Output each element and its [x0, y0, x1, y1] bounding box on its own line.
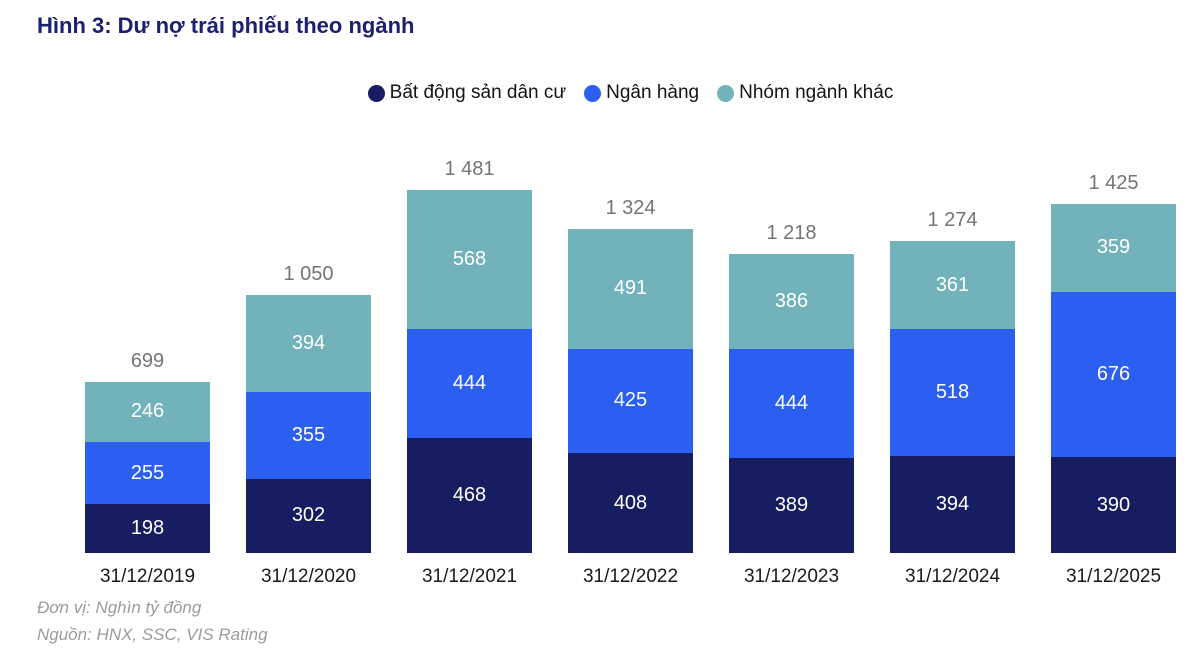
- bar-segment: 255: [85, 441, 210, 505]
- bar-group: 1 218 386 444 389 31/12/2023: [729, 150, 854, 588]
- bar-segment: 408: [568, 453, 693, 553]
- bar-segment: 468: [407, 438, 532, 553]
- bar-total-label: 1 425: [1088, 171, 1139, 194]
- legend-label: Bất động sản dân cư: [389, 82, 567, 103]
- bar-segment: 394: [246, 295, 371, 392]
- bar-group: 1 050 394 355 302 31/12/2020: [246, 150, 371, 588]
- bar-stack: 568 444 468: [407, 190, 532, 553]
- segment-value-label: 359: [1096, 236, 1131, 259]
- bar-total-label: 1 218: [766, 222, 817, 245]
- segment-value-label: 491: [613, 277, 648, 300]
- bar-total-label: 1 274: [927, 209, 978, 232]
- segment-value-label: 468: [452, 484, 487, 507]
- bar-segment: 676: [1051, 291, 1176, 458]
- bar-total-label: 699: [130, 349, 165, 372]
- bar-segment: 389: [729, 457, 854, 553]
- bar-group: 1 324 491 425 408 31/12/2022: [568, 150, 693, 588]
- bar-segment: 246: [85, 381, 210, 442]
- bar-segment: 361: [890, 241, 1015, 330]
- bar-segment: 302: [246, 478, 371, 553]
- bar-segment: 518: [890, 329, 1015, 457]
- bar-stack: 246 255 198: [85, 381, 210, 553]
- bar-stack: 491 425 408: [568, 228, 693, 553]
- bar-total-label: 1 050: [283, 263, 334, 286]
- source-note: Nguồn: HNX, SSC, VIS Rating: [37, 625, 268, 644]
- bar-segment: 444: [729, 348, 854, 458]
- bar-segment: 390: [1051, 457, 1176, 553]
- legend-item-banking: Ngân hàng: [584, 82, 699, 104]
- segment-value-label: 246: [130, 400, 165, 423]
- segment-value-label: 676: [1096, 363, 1131, 386]
- legend-label: Nhóm ngành khác: [739, 82, 894, 103]
- chart-footer: Đơn vị: Nghìn tỷ đồng Nguồn: HNX, SSC, V…: [37, 594, 268, 648]
- bar-segment: 359: [1051, 203, 1176, 292]
- segment-value-label: 386: [774, 290, 809, 313]
- x-axis-label: 31/12/2022: [582, 566, 679, 587]
- bar-group: 1 481 568 444 468 31/12/2021: [407, 150, 532, 588]
- segment-value-label: 394: [291, 332, 326, 355]
- segment-value-label: 355: [291, 423, 326, 446]
- stacked-bar-chart: 699 246 255 198 31/12/2019 1 050 394 355 302 31/1…: [85, 150, 1176, 588]
- segment-value-label: 444: [452, 372, 487, 395]
- bar-segment: 425: [568, 348, 693, 453]
- bar-segment: 568: [407, 190, 532, 330]
- bar-total-label: 1 481: [444, 158, 495, 181]
- segment-value-label: 361: [935, 273, 970, 296]
- segment-value-label: 425: [613, 389, 648, 412]
- x-axis-label: 31/12/2019: [99, 566, 196, 587]
- bar-segment: 444: [407, 329, 532, 439]
- chart-legend: Bất động sản dân cư Ngân hàng Nhóm ngành…: [85, 82, 1176, 104]
- segment-value-label: 302: [291, 504, 326, 527]
- legend-dot-banking-icon: [584, 84, 602, 102]
- x-axis-label: 31/12/2021: [421, 566, 518, 587]
- bar-total-label: 1 324: [605, 196, 656, 219]
- segment-value-label: 394: [935, 493, 970, 516]
- bar-stack: 394 355 302: [246, 295, 371, 553]
- x-axis-label: 31/12/2023: [743, 566, 840, 587]
- segment-value-label: 389: [774, 493, 809, 516]
- bar-stack: 361 518 394: [890, 241, 1015, 553]
- bar-segment: 394: [890, 456, 1015, 553]
- figure-title: Hình 3: Dư nợ trái phiếu theo ngành: [37, 13, 415, 38]
- bar-group: 1 425 359 676 390 31/12/2025: [1051, 150, 1176, 588]
- bar-stack: 359 676 390: [1051, 203, 1176, 553]
- bar-segment: 198: [85, 504, 210, 553]
- legend-item-residential-real-estate: Bất động sản dân cư: [367, 82, 567, 104]
- bar-segment: 386: [729, 254, 854, 349]
- segment-value-label: 390: [1096, 493, 1131, 516]
- legend-item-other-sectors: Nhóm ngành khác: [717, 82, 893, 104]
- segment-value-label: 255: [130, 461, 165, 484]
- bar-stack: 386 444 389: [729, 254, 854, 553]
- bar-segment: 491: [568, 228, 693, 349]
- segment-value-label: 408: [613, 491, 648, 514]
- bar-group: 699 246 255 198 31/12/2019: [85, 150, 210, 588]
- x-axis-label: 31/12/2020: [260, 566, 357, 587]
- x-axis-label: 31/12/2025: [1065, 566, 1162, 587]
- segment-value-label: 198: [130, 517, 165, 540]
- segment-value-label: 568: [452, 248, 487, 271]
- bar-segment: 355: [246, 391, 371, 479]
- bar-group: 1 274 361 518 394 31/12/2024: [890, 150, 1015, 588]
- segment-value-label: 518: [935, 381, 970, 404]
- unit-note: Đơn vị: Nghìn tỷ đồng: [37, 598, 202, 617]
- legend-dot-other-sectors-icon: [717, 84, 735, 102]
- legend-label: Ngân hàng: [606, 82, 700, 103]
- x-axis-label: 31/12/2024: [904, 566, 1001, 587]
- legend-dot-residential-real-estate-icon: [367, 84, 385, 102]
- segment-value-label: 444: [774, 391, 809, 414]
